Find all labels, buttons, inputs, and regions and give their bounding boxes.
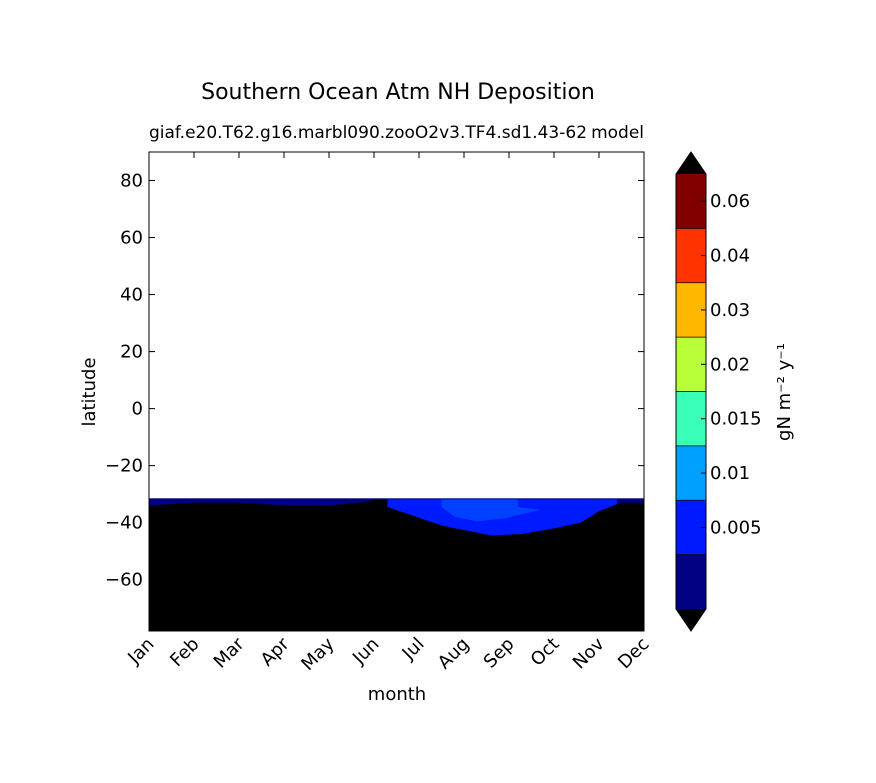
colorbar-label: gN m⁻² y⁻¹ [774, 343, 795, 441]
colorbar-extend-under [676, 609, 706, 631]
x-tick-label: Jul [398, 634, 429, 665]
colorbar-outline [675, 151, 707, 632]
colorbar-segment [676, 554, 706, 609]
x-tick-label: Aug [434, 634, 474, 674]
x-tick-label: Jun [348, 634, 383, 669]
colorbar-tick-label: 0.02 [710, 354, 750, 375]
y-tick-label: 40 [120, 285, 143, 306]
x-tick-label: Oct [527, 634, 564, 671]
chart-subtitle-case: giaf.e20.T62.g16.marbl090.zooO2v3.TF4.sd… [149, 123, 587, 143]
y-tick-label: −40 [105, 513, 143, 534]
x-tick-label: Dec [614, 634, 653, 673]
colorbar: 0.005 0.01 0.015 0.02 0.03 0.04 0.06 [675, 151, 762, 632]
x-tick-label: Jan [123, 634, 158, 669]
plot-frame [148, 151, 645, 632]
x-tick-label: Mar [210, 633, 249, 672]
y-tick-label: 60 [120, 228, 143, 249]
colorbar-tick-label: 0.03 [710, 300, 750, 321]
x-tick-label: Nov [569, 633, 609, 673]
y-tick-label: −20 [105, 456, 143, 477]
y-tick-label: 0 [132, 399, 143, 420]
contour-region-0.01-0.015 [441, 499, 541, 522]
y-tick-label: 80 [120, 171, 143, 192]
colorbar-tick-label: 0.005 [710, 517, 762, 538]
colorbar-extend-over [676, 152, 706, 174]
x-tick-label: Sep [480, 634, 519, 673]
x-axis-label: month [368, 684, 426, 705]
x-tick-label: Feb [166, 634, 203, 671]
y-tick-label: −60 [105, 570, 143, 591]
colorbar-tick-label: 0.04 [710, 246, 750, 267]
y-axis-label: latitude [79, 357, 100, 426]
y-axis: 80 60 40 20 0 −20 −40 −60 [105, 171, 644, 591]
colorbar-tick-label: 0.01 [710, 463, 750, 484]
colorbar-tick-label: 0.06 [710, 191, 750, 212]
x-tick-label: May [297, 633, 338, 674]
y-tick-label: 20 [120, 342, 143, 363]
chart-title: Southern Ocean Atm NH Deposition [201, 80, 595, 105]
colorbar-tick-label: 0.015 [710, 409, 762, 430]
plot-area [148, 151, 645, 632]
chart-subtitle-model: model [591, 123, 644, 143]
x-tick-label: Apr [257, 633, 294, 670]
